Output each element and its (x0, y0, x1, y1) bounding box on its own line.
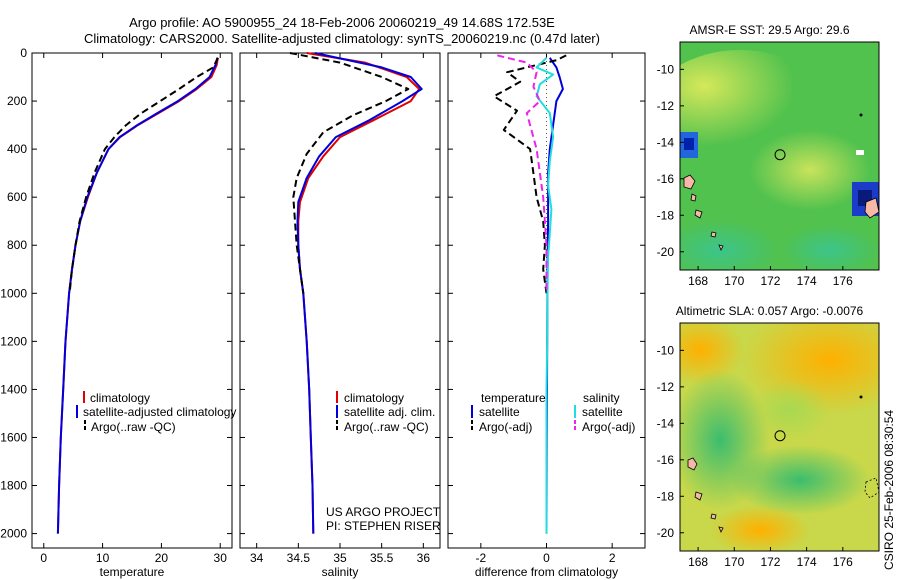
y-tick-label: -12 (657, 380, 675, 394)
x-tick-label: 0 (40, 551, 47, 565)
y-tick-label: 1800 (0, 479, 27, 493)
x-tick-label: 172 (760, 274, 780, 288)
y-tick-label: 1200 (0, 334, 27, 348)
sla-map-title: Altimetric SLA: 0.057 Argo: -0.0076 (676, 304, 864, 318)
temperature-axes-frame (31, 52, 233, 549)
x-tick-label: 30 (214, 551, 228, 565)
y-tick-label: 2000 (0, 527, 27, 541)
legend-label: satellite adj. clim. (344, 405, 435, 419)
temperature-legend: climatology satellite-adjusted climatolo… (76, 391, 236, 434)
x-tick-label: 176 (833, 555, 853, 569)
series-line-satellite-adjusted-climatology (56, 57, 219, 534)
temperature-x-axis-label: temperature (100, 565, 165, 579)
sla-map-axes: Altimetric SLA: 0.057 Argo: -0.0076 168 17… (657, 304, 880, 569)
series-line-argo-raw-qc (68, 57, 219, 294)
difference-legend: temperature salinity satellite Argo(-adj… (471, 391, 635, 434)
sst-coastlines (683, 113, 880, 251)
series-line-argo-raw-qc (289, 52, 410, 294)
series-line-salinity-satellite (535, 57, 555, 534)
legend-label: Argo(-adj) (479, 420, 532, 434)
legend-label: climatology (344, 391, 404, 405)
y-tick-label: 0 (20, 46, 27, 60)
x-tick-label: 2 (609, 551, 616, 565)
legend-label: Argo(..raw -QC) (344, 420, 429, 434)
x-tick-label: -2 (475, 551, 486, 565)
sla-map-field (680, 323, 879, 551)
salinity-panel: 34 34.5 35 35.5 36 salinity (239, 52, 441, 579)
salinity-legend: climatology satellite adj. clim. Argo(..… (326, 391, 441, 533)
y-tick-label: -18 (657, 489, 675, 503)
argo-float-marker (774, 149, 786, 161)
x-tick-label: 174 (797, 555, 817, 569)
x-tick-label: 10 (96, 551, 110, 565)
salinity-x-axis-label: salinity (322, 565, 359, 579)
y-tick-label: -20 (657, 245, 675, 259)
x-tick-label: 35.5 (370, 551, 394, 565)
legend-label: climatology (90, 391, 150, 405)
project-annotation: US ARGO PROJECT (326, 505, 441, 519)
x-tick-label: 20 (155, 551, 169, 565)
x-tick-label: 34.5 (287, 551, 311, 565)
y-tick-label: -14 (657, 416, 675, 430)
series-line-salinity-argo-adj (497, 54, 548, 294)
y-tick-label: 1000 (0, 286, 27, 300)
sst-map-field (680, 42, 879, 270)
figure-title-line2: Climatology: CARS2000. Satellite-adjuste… (84, 31, 600, 46)
series-line-satellite-adj-clim (296, 52, 423, 534)
y-tick-label: -10 (657, 343, 675, 357)
x-tick-label: 170 (724, 274, 744, 288)
y-tick-label: -16 (657, 453, 675, 467)
x-tick-label: 170 (724, 555, 744, 569)
y-tick-label: 800 (7, 238, 27, 252)
legend-label: Argo(..raw -QC) (91, 420, 176, 434)
temperature-panel: 0 10 20 30 0 200 400 600 800 1000 1200 1400 1600 1800… (0, 46, 233, 579)
x-tick-label: 174 (797, 274, 817, 288)
sst-map (680, 42, 880, 270)
y-tick-label: -12 (657, 99, 675, 113)
y-tick-label: -16 (657, 172, 675, 186)
y-tick-label: -14 (657, 135, 675, 149)
figure-title-line1: Argo profile: AO 5900955_24 18-Feb-2006 … (129, 15, 555, 30)
x-tick-label: 168 (688, 555, 708, 569)
legend-header-salinity: salinity (583, 391, 620, 405)
sst-map-title: AMSR-E SST: 29.5 Argo: 29.6 (689, 23, 849, 37)
footer-timestamp: CSIRO 25-Feb-2006 08:30:54 (882, 410, 896, 570)
sst-map-axes: AMSR-E SST: 29.5 Argo: 29.6 168 170 172 174 1… (657, 23, 880, 288)
sla-coastlines (687, 395, 880, 533)
salinity-axes-frame (239, 52, 441, 549)
sla-map-frame (679, 322, 880, 552)
legend-header-temperature: temperature (481, 391, 546, 405)
y-tick-label: 1400 (0, 382, 27, 396)
x-tick-label: 36 (417, 551, 431, 565)
legend-label: Argo(-adj) (582, 420, 635, 434)
x-tick-label: 172 (760, 555, 780, 569)
y-tick-label: 400 (7, 142, 27, 156)
pi-annotation: PI: STEPHEN RISER (326, 519, 441, 533)
legend-label: satellite-adjusted climatology (83, 405, 236, 419)
difference-x-axis-label: difference from climatology (475, 565, 618, 579)
x-tick-label: 176 (833, 274, 853, 288)
y-tick-label: 1600 (0, 430, 27, 444)
x-tick-label: 0 (543, 551, 550, 565)
legend-label: satellite (582, 405, 623, 419)
y-tick-label: -10 (657, 62, 675, 76)
x-tick-label: 35 (333, 551, 347, 565)
y-tick-label: 600 (7, 190, 27, 204)
y-tick-label: -18 (657, 208, 675, 222)
argo-float-marker (774, 430, 786, 442)
sst-map-frame (679, 41, 880, 271)
y-tick-label: -20 (657, 526, 675, 540)
x-tick-label: 168 (688, 274, 708, 288)
sla-map (680, 323, 880, 551)
x-tick-label: 34 (250, 551, 264, 565)
y-tick-label: 200 (7, 94, 27, 108)
legend-label: satellite (479, 405, 520, 419)
